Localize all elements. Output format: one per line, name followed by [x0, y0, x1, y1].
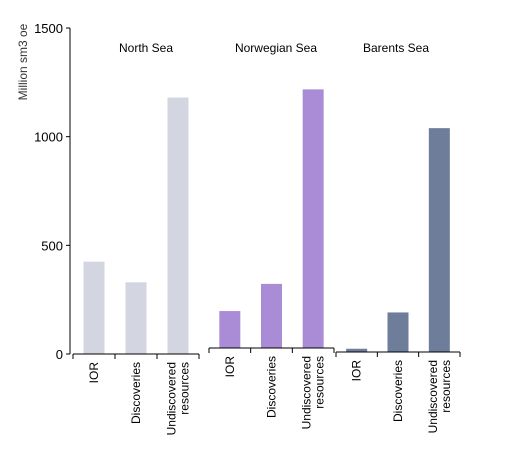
bar: [302, 89, 324, 348]
y-tick-label: 0: [56, 347, 63, 362]
bar: [346, 348, 368, 352]
panel-title: Norwegian Sea: [235, 41, 317, 55]
category-label: Discoveries: [391, 360, 405, 422]
category-label-line: IOR: [87, 362, 101, 384]
category-label-line: resources: [178, 362, 192, 415]
category-label: Discoveries: [129, 362, 143, 424]
y-axis-title: Million sm3 oe: [16, 23, 30, 100]
bar: [219, 311, 241, 348]
category-label: Undiscoveredresources: [426, 360, 453, 433]
bar: [428, 128, 450, 352]
category-label: IOR: [223, 356, 237, 378]
category-label-line: IOR: [350, 360, 364, 382]
panel-norwegian-sea: Norwegian Sea IOR Discoveries Undiscoveredr…: [208, 41, 335, 429]
category-label-line: Discoveries: [129, 362, 143, 424]
bar: [261, 283, 282, 348]
bar: [387, 312, 409, 352]
category-label-line: Undiscovered: [165, 362, 179, 435]
panel-north-sea: North Sea IOR Discoveries Undiscoveredresou…: [72, 41, 200, 435]
category-label-line: IOR: [223, 356, 237, 378]
bar: [83, 261, 105, 354]
y-tick-label: 500: [41, 238, 63, 253]
category-label-line: Undiscovered: [300, 356, 314, 429]
category-label: Undiscoveredresources: [300, 356, 327, 429]
category-label: IOR: [87, 362, 101, 384]
category-label-line: resources: [313, 356, 327, 409]
category-label-line: Discoveries: [265, 356, 279, 418]
panel-barents-sea: Barents Sea IOR Discoveries Undiscoveredres…: [335, 41, 461, 433]
category-label-line: resources: [439, 360, 453, 413]
bar: [167, 97, 189, 355]
panel-title: North Sea: [119, 41, 173, 55]
y-tick-label: 1500: [34, 21, 63, 36]
panel-title: Barents Sea: [363, 41, 429, 55]
category-label-line: Discoveries: [391, 360, 405, 422]
y-axis: 0 500 1000 1500 Million sm3 oe: [16, 21, 71, 362]
category-label: Undiscoveredresources: [165, 362, 192, 435]
category-label-line: Undiscovered: [426, 360, 440, 433]
bar: [125, 282, 147, 354]
category-label: IOR: [350, 360, 364, 382]
y-tick-label: 1000: [34, 130, 63, 145]
category-label: Discoveries: [265, 356, 279, 418]
